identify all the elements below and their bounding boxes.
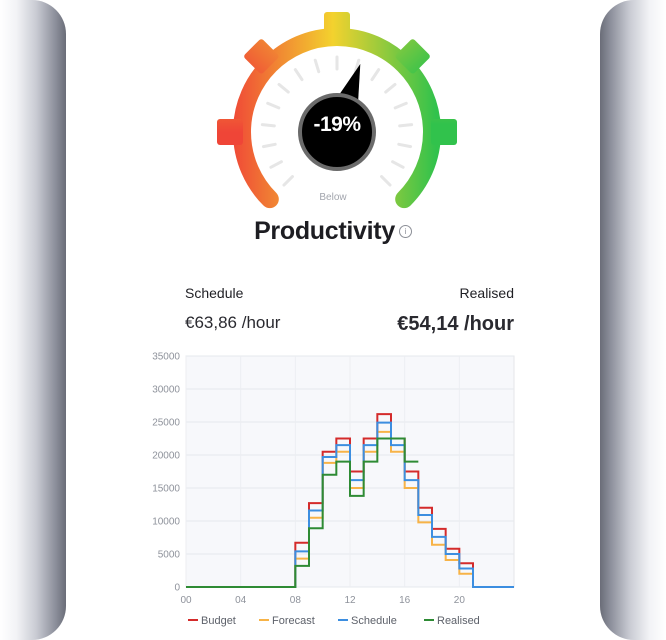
legend-label-realised[interactable]: Realised	[437, 615, 480, 627]
gauge-tick	[398, 123, 414, 128]
gauge-tick	[293, 68, 304, 82]
gauge-tick	[384, 82, 397, 94]
gauge-tick-marks	[260, 55, 414, 187]
y-tick-label: 20000	[152, 451, 180, 462]
gauge-tick	[313, 58, 321, 74]
x-tick-label: 12	[344, 595, 356, 606]
y-tick-label: 25000	[152, 418, 180, 429]
gauge-gear-tooth	[244, 39, 279, 74]
y-tick-label: 0	[174, 583, 180, 594]
gauge-tick	[277, 82, 290, 94]
y-tick-label: 10000	[152, 517, 180, 528]
gauge-center-disc	[298, 93, 376, 171]
legend-label-budget[interactable]: Budget	[201, 615, 236, 627]
series-lines	[186, 413, 514, 588]
gauge-tick	[261, 142, 277, 149]
gauge-tick	[370, 68, 381, 82]
legend-label-schedule[interactable]: Schedule	[351, 615, 397, 627]
gauge-tick	[269, 160, 283, 169]
chart-legend[interactable]: Budget Forecast Schedule Realised	[188, 615, 480, 627]
legend-label-forecast[interactable]: Forecast	[272, 615, 315, 627]
x-tick-label: 08	[290, 595, 302, 606]
info-icon[interactable]: i	[398, 225, 412, 238]
gauge-gear-tooth	[324, 12, 350, 38]
right-edge-panel	[600, 0, 666, 640]
series-line-realised	[186, 437, 419, 588]
y-tick-label: 30000	[152, 385, 180, 396]
gauge-gear-tooth	[217, 119, 243, 145]
axis-labels: 0 5000 10000 15000 20000 25000 30000 35000 00 04 0…	[152, 352, 465, 607]
gauge-tick	[380, 175, 392, 187]
y-tick-label: 35000	[152, 352, 180, 363]
gauge-arc	[217, 12, 457, 209]
gauge-gear-tooth	[395, 39, 430, 74]
gauge-tick	[391, 160, 405, 169]
gauge-value: -19%	[313, 113, 361, 136]
schedule-label: Schedule	[185, 285, 244, 301]
x-tick-label: 16	[399, 595, 411, 606]
schedule-value: €63,86 /hour	[185, 313, 281, 332]
y-tick-label: 5000	[158, 550, 181, 561]
realised-value: €54,14 /hour	[397, 313, 514, 335]
gauge-gear-tooth	[431, 119, 457, 145]
gauge-tick	[282, 175, 294, 187]
x-tick-label: 20	[454, 595, 466, 606]
gauge-tick	[397, 142, 413, 149]
page-title: Productivity	[254, 217, 395, 245]
realised-label: Realised	[459, 285, 514, 301]
gauge-tick	[260, 123, 276, 128]
title-row: Productivity i	[0, 217, 666, 246]
x-tick-label: 04	[235, 595, 247, 606]
left-edge-panel	[0, 0, 66, 640]
x-tick-label: 00	[180, 595, 192, 606]
gauge-tick	[266, 101, 281, 110]
gauge-status-label: Below	[319, 192, 347, 203]
y-tick-label: 15000	[152, 484, 180, 495]
gauge-tick	[353, 58, 361, 74]
gauge-tick	[393, 101, 408, 110]
